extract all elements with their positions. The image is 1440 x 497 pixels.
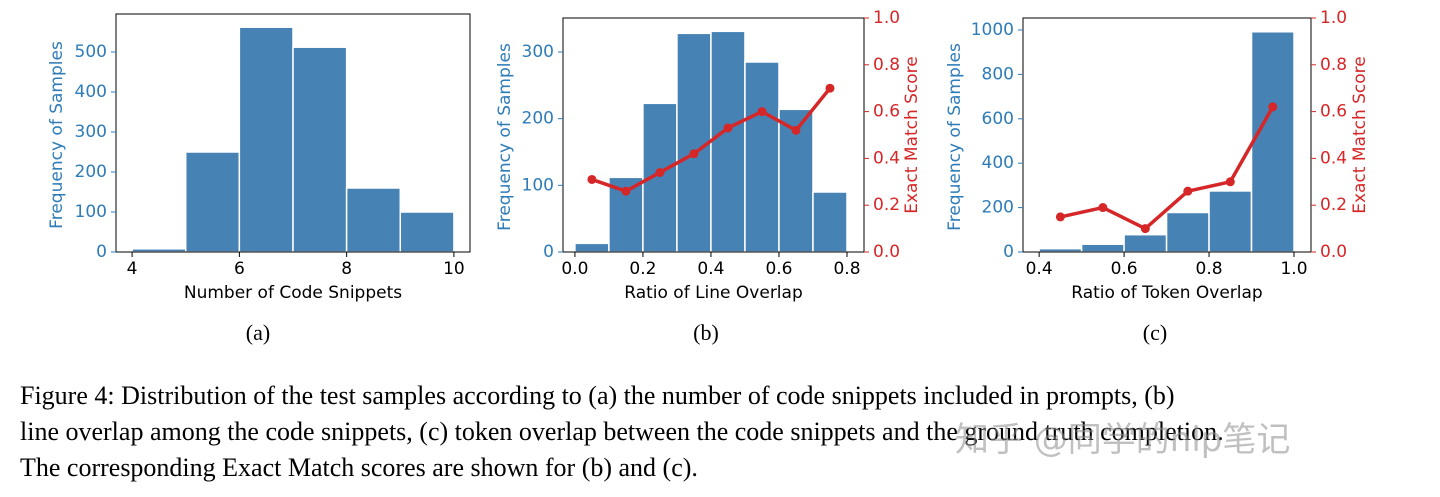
bar bbox=[238, 26, 294, 253]
bar bbox=[744, 61, 780, 253]
plot-frame bbox=[562, 17, 865, 253]
bar bbox=[292, 46, 348, 253]
bar bbox=[812, 191, 848, 253]
y-axis-label: Frequency of Samples bbox=[945, 43, 965, 231]
score-point bbox=[1098, 203, 1108, 213]
y-tick-label: 800 bbox=[982, 64, 1014, 84]
bar bbox=[184, 151, 241, 253]
subfigure-label: (a) bbox=[246, 320, 270, 345]
x-axis-label: Ratio of Line Overlap bbox=[624, 283, 803, 303]
y2-tick-label: 0.6 bbox=[873, 102, 900, 122]
score-point bbox=[1183, 186, 1193, 196]
watermark: 知乎 @同学的nlp笔记 bbox=[955, 420, 1291, 460]
y-tick-label: 500 bbox=[75, 42, 107, 62]
y-tick-label: 1000 bbox=[971, 20, 1014, 40]
y2-tick-label: 0.2 bbox=[1320, 195, 1347, 215]
y2-tick-label: 0.4 bbox=[1320, 148, 1347, 168]
score-point bbox=[689, 149, 699, 159]
score-point bbox=[825, 83, 835, 93]
bar bbox=[1250, 31, 1295, 253]
x-tick-label: 0.8 bbox=[1196, 259, 1223, 279]
bar bbox=[1165, 211, 1210, 253]
subfigure-label: (b) bbox=[693, 320, 719, 345]
x-axis-label: Ratio of Token Overlap bbox=[1071, 283, 1262, 303]
score-line bbox=[1060, 106, 1275, 231]
y-tick-label: 0 bbox=[543, 242, 554, 262]
bar bbox=[710, 30, 746, 253]
score-point bbox=[723, 123, 733, 133]
y2-tick-label: 0.6 bbox=[1320, 102, 1347, 122]
bar bbox=[1208, 190, 1253, 253]
y-tick-label: 0 bbox=[1003, 242, 1014, 262]
y2-tick-label: 1.0 bbox=[873, 8, 900, 28]
x-tick-label: 1.0 bbox=[1280, 259, 1307, 279]
score-point bbox=[621, 186, 631, 196]
y-tick-label: 400 bbox=[982, 153, 1014, 173]
caption-line: Figure 4: Distribution of the test sampl… bbox=[20, 381, 1175, 410]
bar bbox=[1123, 233, 1168, 253]
y2-tick-label: 0.0 bbox=[873, 242, 900, 262]
x-tick-label: 0.6 bbox=[765, 259, 792, 279]
x-tick-label: 0.0 bbox=[561, 259, 588, 279]
score-point bbox=[1140, 224, 1150, 234]
x-tick-label: 0.4 bbox=[697, 259, 724, 279]
y-tick-label: 300 bbox=[75, 122, 107, 142]
score-line bbox=[591, 87, 832, 193]
y-tick-label: 400 bbox=[75, 82, 107, 102]
caption-line: The corresponding Exact Match scores are… bbox=[20, 453, 698, 482]
y-tick-label: 200 bbox=[75, 162, 107, 182]
score-point bbox=[587, 174, 597, 184]
score-point bbox=[1225, 177, 1235, 187]
y2-tick-label: 0.8 bbox=[1320, 55, 1347, 75]
x-tick-label: 4 bbox=[127, 259, 138, 279]
y2-tick-label: 0.8 bbox=[873, 55, 900, 75]
score-point bbox=[791, 125, 801, 135]
plot-frame bbox=[1022, 17, 1312, 253]
x-tick-label: 6 bbox=[234, 259, 245, 279]
y2-axis-label: Exact Match Score bbox=[1350, 56, 1370, 214]
bar bbox=[574, 242, 610, 253]
y-tick-label: 100 bbox=[522, 175, 554, 195]
bar bbox=[345, 187, 402, 253]
x-tick-label: 10 bbox=[443, 259, 465, 279]
x-tick-label: 0.6 bbox=[1111, 259, 1138, 279]
y2-tick-label: 0.0 bbox=[1320, 242, 1347, 262]
bar bbox=[1080, 243, 1125, 253]
x-tick-label: 0.8 bbox=[833, 259, 860, 279]
y-tick-label: 600 bbox=[982, 109, 1014, 129]
y-tick-label: 200 bbox=[982, 198, 1014, 218]
y-tick-label: 0 bbox=[96, 242, 107, 262]
x-tick-label: 0.4 bbox=[1026, 259, 1053, 279]
subfigure-label: (c) bbox=[1143, 320, 1167, 345]
x-tick-label: 0.2 bbox=[629, 259, 656, 279]
score-point bbox=[757, 107, 767, 117]
y2-axis-label: Exact Match Score bbox=[902, 56, 922, 214]
y-tick-label: 300 bbox=[522, 42, 554, 62]
x-axis-label: Number of Code Snippets bbox=[184, 283, 402, 303]
y-tick-label: 100 bbox=[75, 202, 107, 222]
caption: Figure 4: Distribution of the test sampl… bbox=[20, 378, 1405, 486]
score-point bbox=[1268, 102, 1278, 112]
y2-tick-label: 0.4 bbox=[873, 148, 900, 168]
plot-frame bbox=[115, 13, 471, 253]
bar bbox=[676, 32, 712, 253]
score-point bbox=[1055, 212, 1065, 222]
caption-line: line overlap among the code snippets, (c… bbox=[20, 417, 1224, 446]
bar bbox=[399, 211, 455, 253]
x-tick-label: 8 bbox=[341, 259, 352, 279]
y-tick-label: 200 bbox=[522, 109, 554, 129]
y-axis-label: Frequency of Samples bbox=[47, 41, 67, 229]
y2-tick-label: 0.2 bbox=[873, 195, 900, 215]
y2-tick-label: 1.0 bbox=[1320, 8, 1347, 28]
y-axis-label: Frequency of Samples bbox=[495, 43, 515, 231]
score-point bbox=[655, 167, 665, 177]
